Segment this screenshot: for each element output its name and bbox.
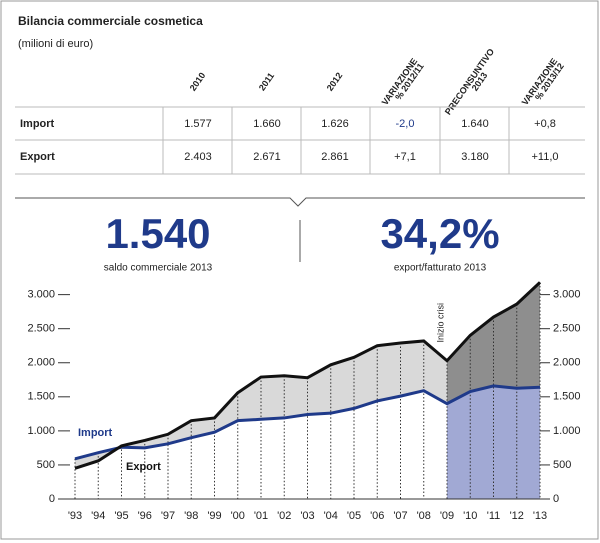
x-tick-label: '06	[370, 510, 384, 522]
row-label: Import	[20, 118, 55, 130]
table-cell: 2.861	[321, 151, 349, 163]
x-tick-label: '13	[533, 510, 547, 522]
divider	[15, 197, 585, 207]
highlight-value: 1.540	[105, 210, 210, 257]
table-cell: 1.577	[184, 118, 212, 130]
x-tick-label: '99	[207, 510, 221, 522]
row-label: Export	[20, 151, 55, 163]
y-tick-label: 1.500	[553, 391, 581, 403]
y-tick-label: 2.000	[27, 357, 55, 369]
table-cell: 1.640	[461, 118, 489, 130]
y-tick-label: 1.000	[553, 425, 581, 437]
table-cell: +7,1	[394, 151, 416, 163]
table-cell: +0,8	[534, 118, 556, 130]
y-tick-label: 1.500	[27, 391, 55, 403]
y-tick-label: 1.000	[27, 425, 55, 437]
x-tick-label: '97	[161, 510, 175, 522]
series-line	[74, 281, 542, 470]
table-cell: 3.180	[461, 151, 489, 163]
annotation: Inizio crisi	[435, 303, 445, 343]
highlight-value: 34,2%	[380, 210, 499, 257]
table-cell: +11,0	[531, 151, 558, 163]
table-cell: 1.660	[253, 118, 281, 130]
x-tick-label: '93	[68, 510, 82, 522]
x-tick-label: '00	[231, 510, 245, 522]
series-label: Import	[78, 427, 113, 439]
x-tick-label: '96	[138, 510, 152, 522]
y-tick-label: 500	[37, 459, 55, 471]
series-line	[74, 384, 541, 461]
x-tick-label: '04	[324, 510, 338, 522]
table-cell: 2.403	[184, 151, 212, 163]
area-fill	[447, 385, 540, 499]
table-cell: 1.626	[321, 118, 349, 130]
y-tick-label: 2.500	[553, 323, 581, 335]
subtitle: (milioni di euro)	[18, 38, 93, 50]
series-label: Export	[126, 461, 161, 473]
x-tick-label: '05	[347, 510, 361, 522]
x-tick-label: '11	[487, 510, 501, 522]
y-tick-label: 500	[553, 459, 571, 471]
y-tick-label: 3.000	[27, 289, 55, 301]
y-tick-label: 3.000	[553, 289, 581, 301]
table-cell: -2,0	[396, 118, 415, 130]
x-tick-label: '03	[300, 510, 314, 522]
x-tick-label: '01	[254, 510, 268, 522]
x-tick-label: '08	[417, 510, 431, 522]
x-tick-label: '12	[510, 510, 524, 522]
table-cell: 2.671	[253, 151, 281, 163]
x-tick-label: '10	[463, 510, 477, 522]
y-tick-label: 2.000	[553, 357, 581, 369]
x-tick-label: '07	[393, 510, 407, 522]
x-tick-label: '02	[277, 510, 291, 522]
x-tick-label: '95	[114, 510, 128, 522]
highlight-label: saldo commerciale 2013	[104, 263, 213, 274]
x-tick-label: '09	[440, 510, 454, 522]
x-tick-label: '98	[184, 510, 198, 522]
x-tick-label: '94	[91, 510, 105, 522]
y-tick-label: 2.500	[27, 323, 55, 335]
title: Bilancia commerciale cosmetica	[18, 14, 203, 28]
y-tick-label: 0	[553, 493, 559, 505]
highlight-label: export/fatturato 2013	[394, 263, 487, 274]
y-tick-label: 0	[49, 493, 55, 505]
